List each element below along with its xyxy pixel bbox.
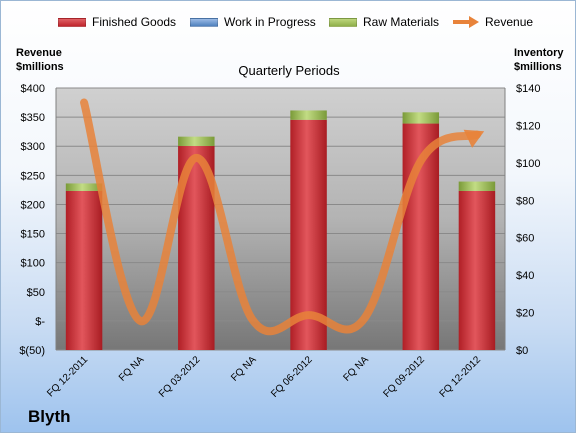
left-axis-title: Revenue $millions [16, 46, 64, 74]
left-tick-label: $400 [21, 83, 45, 95]
right-tick-label: $40 [516, 270, 534, 282]
bar-finished-goods [458, 190, 496, 350]
right-tick-label: $0 [516, 345, 528, 357]
right-axis-title-line-2: $millions [514, 61, 562, 73]
legend-item-revenue: Revenue [452, 15, 533, 29]
left-tick-label: $350 [21, 112, 45, 124]
company-name: Blyth [28, 407, 71, 426]
category-label: FQ 03-2012 [157, 354, 203, 400]
right-tick-label: $60 [516, 233, 534, 245]
left-tick-label: $250 [21, 170, 45, 182]
legend-label-work-in-progress: Work in Progress [224, 15, 316, 29]
bar-raw-materials [65, 183, 103, 191]
left-axis-title-line-1: Revenue [16, 47, 62, 59]
left-tick-label: $100 [21, 258, 45, 270]
right-axis-title-line-1: Inventory [514, 47, 564, 59]
category-label: FQ 12-2011 [45, 354, 90, 399]
legend-label-finished-goods: Finished Goods [92, 15, 177, 29]
right-tick-label: $100 [516, 158, 540, 170]
legend: Finished Goods Work in Progress Raw Mate… [1, 15, 575, 35]
legend-swatch-work-in-progress [190, 17, 218, 27]
right-axis-title: Inventory $millions [514, 46, 564, 74]
left-tick-label: $300 [21, 141, 45, 153]
legend-arrow-icon [453, 16, 479, 28]
legend-item-finished-goods: Finished Goods [58, 15, 176, 29]
revenue-arrowhead [463, 129, 485, 148]
category-label: FQ 09-2012 [381, 354, 427, 400]
bar-finished-goods [65, 190, 103, 350]
left-tick-label: $50 [27, 287, 45, 299]
legend-label-revenue: Revenue [485, 15, 534, 29]
left-tick-label: $150 [21, 229, 45, 241]
legend-label-raw-materials: Raw Materials [363, 15, 440, 29]
left-tick-label: $- [35, 316, 45, 328]
category-label: FQ NA [341, 354, 371, 384]
left-axis-title-line-2: $millions [16, 61, 64, 73]
left-tick-label: $(50) [19, 345, 45, 357]
left-tick-label: $200 [21, 199, 45, 211]
bar-raw-materials [178, 136, 215, 147]
revenue-line [80, 98, 481, 336]
bar-raw-materials [290, 110, 327, 120]
category-label: FQ 06-2012 [269, 354, 315, 400]
right-tick-label: $120 [516, 120, 540, 132]
chart-title: Quarterly Periods [238, 63, 340, 78]
right-tick-label: $80 [516, 195, 534, 207]
bar-raw-materials [402, 112, 440, 124]
legend-swatch-raw-materials [329, 17, 357, 27]
bar-raw-materials [458, 181, 496, 191]
right-tick-label: $20 [516, 308, 534, 320]
category-label: FQ 12-2012 [438, 354, 484, 400]
category-label: FQ NA [117, 354, 147, 384]
category-label: FQ NA [229, 354, 259, 384]
legend-swatch-finished-goods [58, 17, 86, 27]
legend-item-raw-materials: Raw Materials [329, 15, 439, 29]
legend-item-work-in-progress: Work in Progress [190, 15, 316, 29]
right-tick-label: $140 [516, 83, 540, 95]
